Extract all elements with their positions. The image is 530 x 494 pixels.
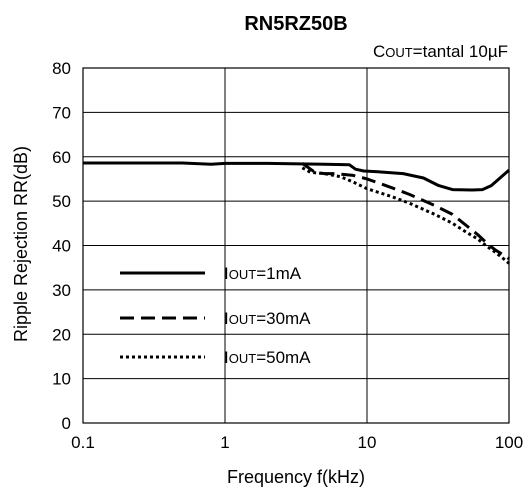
x-axis-label: Frequency f(kHz) xyxy=(227,467,365,487)
x-tick-label: 0.1 xyxy=(71,433,95,452)
series-line-3 xyxy=(301,166,510,265)
x-tick-label: 1 xyxy=(220,433,229,452)
y-tick-label: 10 xyxy=(52,370,71,389)
y-axis-label: Ripple Rejection RR(dB) xyxy=(11,146,31,342)
y-tick-label: 50 xyxy=(52,192,71,211)
tick-labels: 0 10 20 30 40 50 60 70 80 0.1 1 10 100 xyxy=(52,59,523,452)
grid-lines xyxy=(82,67,510,424)
x-tick-label: 100 xyxy=(495,433,523,452)
series-line-2 xyxy=(301,162,510,261)
series-lines xyxy=(83,161,510,265)
chart-subtitle: COUT=tantal 10µF xyxy=(373,42,508,61)
y-tick-label: 0 xyxy=(62,414,71,433)
legend: IOUT=1mA IOUT=30mA IOUT=50mA xyxy=(115,261,311,369)
y-tick-label: 20 xyxy=(52,325,71,344)
legend-label-3: IOUT=50mA xyxy=(224,348,311,367)
y-tick-label: 60 xyxy=(52,148,71,167)
plot-frame xyxy=(82,67,510,424)
y-tick-label: 40 xyxy=(52,237,71,256)
series-line-1 xyxy=(83,161,510,192)
legend-label-2: IOUT=30mA xyxy=(224,309,311,328)
y-tick-label: 70 xyxy=(52,103,71,122)
x-tick-label: 10 xyxy=(358,433,377,452)
y-tick-label: 80 xyxy=(52,59,71,78)
chart-title: RN5RZ50B xyxy=(244,13,347,35)
legend-label-1: IOUT=1mA xyxy=(224,264,302,283)
y-tick-label: 30 xyxy=(52,281,71,300)
